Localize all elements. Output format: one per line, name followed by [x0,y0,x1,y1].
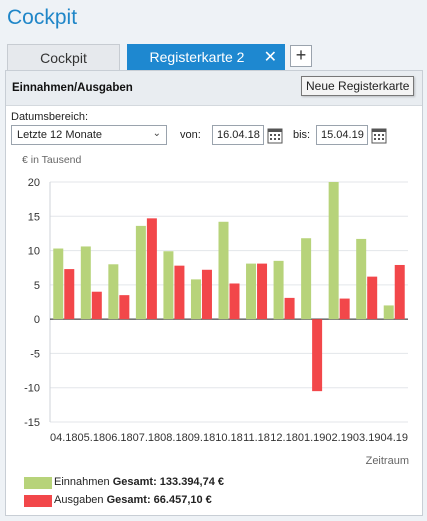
y-tick-label: 10 [28,246,40,258]
legend-swatch-income [24,477,52,489]
bar-expense [312,319,323,392]
bar-income [246,263,257,320]
bar-expense [284,297,295,320]
bar-expense [394,264,405,320]
tab-bar: Cockpit Registerkarte 2 ✕ + [0,44,427,70]
date-range-label: Datumsbereich: [11,111,89,123]
bar-income [135,225,146,320]
bar-expense [229,283,240,320]
bar-income [80,246,91,320]
bar-expense [119,295,130,320]
legend-total-expense: Gesamt: 66.457,10 € [106,494,212,506]
close-icon[interactable]: ✕ [263,49,277,66]
x-tick-label: 12.18 [270,432,298,444]
to-date-input[interactable]: 15.04.19 [316,125,368,145]
add-tab-button[interactable]: + [290,45,312,67]
tab-registerkarte-2[interactable]: Registerkarte 2 ✕ [127,44,285,70]
bar-income [108,264,119,320]
x-tick-label: 10.18 [215,432,243,444]
tab-label: Registerkarte 2 [149,49,245,65]
x-tick-label: 03.19 [353,432,381,444]
app-title: Cockpit [7,6,78,29]
x-tick-label: 04.19 [380,432,408,444]
y-tick-label: -5 [30,348,40,360]
legend-swatch-expense [24,495,52,507]
tab-cockpit[interactable]: Cockpit [7,44,120,70]
y-tick-label: 15 [28,211,40,223]
to-label: bis: [293,129,311,141]
from-label: von: [180,129,201,141]
calendar-icon[interactable] [267,126,283,144]
x-tick-label: 11.18 [243,432,270,444]
bar-income [356,238,367,320]
tooltip: Neue Registerkarte [301,76,415,96]
bar-expense [201,269,212,320]
y-tick-label: -15 [24,417,40,429]
from-date-input[interactable]: 16.04.18 [212,125,264,145]
x-tick-label: 07.18 [133,432,161,444]
legend-label-income: Einnahmen [54,476,110,488]
bar-income [218,221,229,320]
x-tick-label: 02.19 [325,432,353,444]
bar-income [163,251,174,320]
x-tick-label: 01.19 [298,432,326,444]
date-range-select[interactable]: Letzte 12 Monate ⌄ [11,125,167,145]
bar-expense [146,218,157,320]
y-tick-label: -10 [24,383,40,395]
income-expense-panel: Einnahmen/Ausgaben Datumsbereich: Letzte… [5,70,423,516]
y-tick-label: 20 [28,177,40,189]
legend-total-income: Gesamt: 133.394,74 € [112,476,225,488]
x-tick-label: 09.18 [188,432,216,444]
x-axis-label: Zeitraum [366,455,409,467]
x-tick-label: 05.18 [78,432,106,444]
y-tick-label: 0 [34,314,40,326]
bar-income [328,182,339,320]
bar-income [383,305,394,320]
bar-expense [339,298,350,320]
date-filter: Datumsbereich: Letzte 12 Monate ⌄ von: 1… [11,111,387,153]
bar-income [190,279,201,320]
legend-label-expense: Ausgaben [54,494,104,506]
bar-income [301,238,312,320]
tab-label: Cockpit [40,49,87,66]
date-range-value: Letzte 12 Monate [17,129,103,141]
chevron-down-icon: ⌄ [152,128,161,139]
bar-expense [174,265,185,320]
bar-income [273,260,284,320]
panel-title: Einnahmen/Ausgaben [12,82,133,94]
x-tick-label: 06.18 [105,432,133,444]
bar-expense [367,276,378,320]
bar-income [53,248,64,320]
y-tick-label: 5 [34,280,40,292]
y-axis-label: € in Tausend [22,154,82,166]
bar-expense [257,263,268,320]
x-tick-label: 04.18 [50,432,78,444]
calendar-icon[interactable] [371,126,387,144]
bar-expense [91,291,102,320]
bar-expense [64,269,75,320]
x-tick-label: 08.18 [160,432,188,444]
